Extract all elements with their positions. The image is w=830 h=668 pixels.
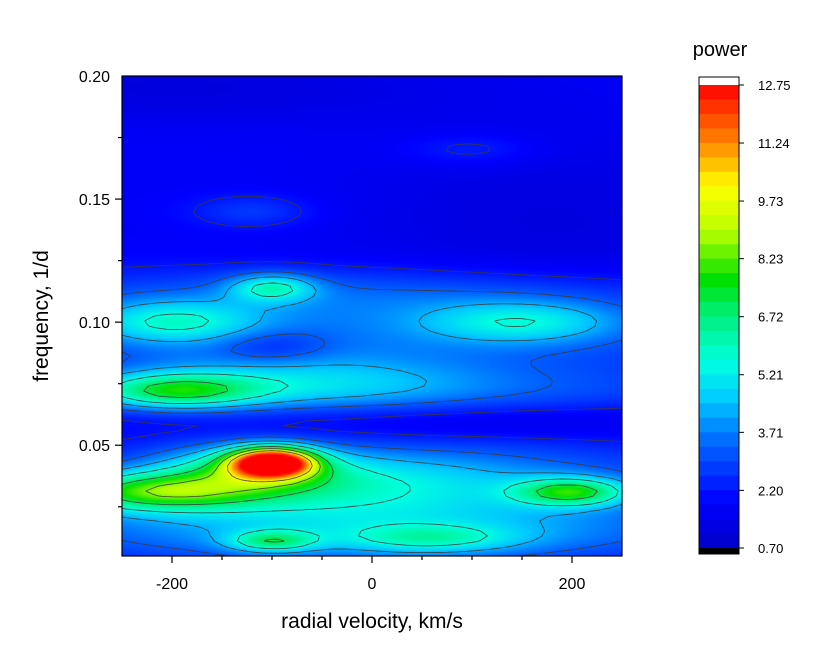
colorbar-band: [699, 186, 739, 202]
colorbar-tick-label: 12.75: [758, 78, 791, 93]
contour-line: [227, 450, 313, 483]
colorbar-band: [699, 273, 739, 289]
colorbar-band: [699, 157, 739, 173]
y-tick-label: 0.20: [79, 69, 110, 86]
colorbar-band: [699, 316, 739, 332]
heatmap-image: [122, 76, 622, 556]
colorbar-band: [699, 85, 739, 101]
contour-line: [121, 143, 623, 442]
colorbar-band: [699, 519, 739, 535]
colorbar-under-band: [699, 548, 739, 554]
colorbar-tick-label: 6.72: [758, 310, 783, 325]
colorbar-band: [699, 388, 739, 404]
x-axis-title: radial velocity, km/s: [281, 610, 463, 633]
colorbar-over-band: [699, 77, 739, 85]
colorbar-band: [699, 490, 739, 506]
colorbar-band: [699, 461, 739, 477]
colorbar-band: [699, 113, 739, 130]
colorbar-tick-label: 2.20: [758, 483, 783, 498]
colorbar-band: [699, 330, 739, 347]
colorbar-tick-label: 0.70: [758, 541, 783, 556]
colorbar-tick-label: 3.71: [758, 425, 783, 440]
colorbar-band: [699, 302, 739, 318]
contour-lines: [121, 143, 623, 557]
colorbar-tick-label: 11.24: [758, 136, 790, 151]
colorbar-band: [699, 475, 739, 491]
colorbar-band: [699, 359, 739, 375]
colorbar: 12.75 11.24 9.73 8.23 6.72 5.21 3.71 2.20 0.70: [698, 76, 791, 556]
colorbar-band: [699, 446, 739, 462]
colorbar-band: [699, 171, 739, 187]
colorbar-band: [699, 229, 739, 245]
colorbar-tick-label: 5.21: [758, 368, 783, 383]
contour-line: [121, 282, 619, 550]
colorbar-band: [699, 345, 739, 361]
contour-line: [121, 381, 598, 543]
y-tick-label: 0.15: [79, 192, 110, 209]
y-axis-title: frequency, 1/d: [30, 250, 53, 382]
contour-line: [145, 448, 321, 498]
y-axis: 0.05 0.10 0.15 0.20: [79, 69, 122, 508]
colorbar-band: [699, 99, 739, 115]
colorbar-band: [699, 128, 739, 144]
colorbar-band: [699, 142, 739, 158]
colorbar-band: [699, 244, 739, 260]
colorbar-band: [699, 533, 739, 549]
colorbar-tick-label: 8.23: [758, 252, 783, 267]
x-tick-label: -200: [156, 576, 188, 593]
colorbar-band: [699, 432, 739, 448]
colorbar-title: power: [693, 39, 748, 61]
colorbar-band: [699, 417, 739, 433]
colorbar-band: [699, 200, 739, 216]
colorbar-band: [699, 287, 739, 303]
colorbar-band: [699, 374, 739, 390]
colorbar-band: [699, 215, 739, 231]
y-tick-label: 0.10: [79, 315, 110, 332]
x-tick-label: 0: [368, 576, 377, 593]
x-tick-label: 200: [559, 576, 586, 593]
colorbar-band: [699, 504, 739, 520]
colorbar-band: [699, 258, 739, 274]
contour-line: [121, 276, 623, 554]
contour-line: [121, 271, 623, 557]
colorbar-band: [699, 403, 739, 419]
colorbar-tick-label: 9.73: [758, 194, 783, 209]
x-axis: -200 0 200: [156, 556, 585, 593]
heatmap-area: [121, 76, 623, 557]
y-tick-label: 0.05: [79, 438, 110, 455]
colorbar-frame: [698, 76, 740, 555]
